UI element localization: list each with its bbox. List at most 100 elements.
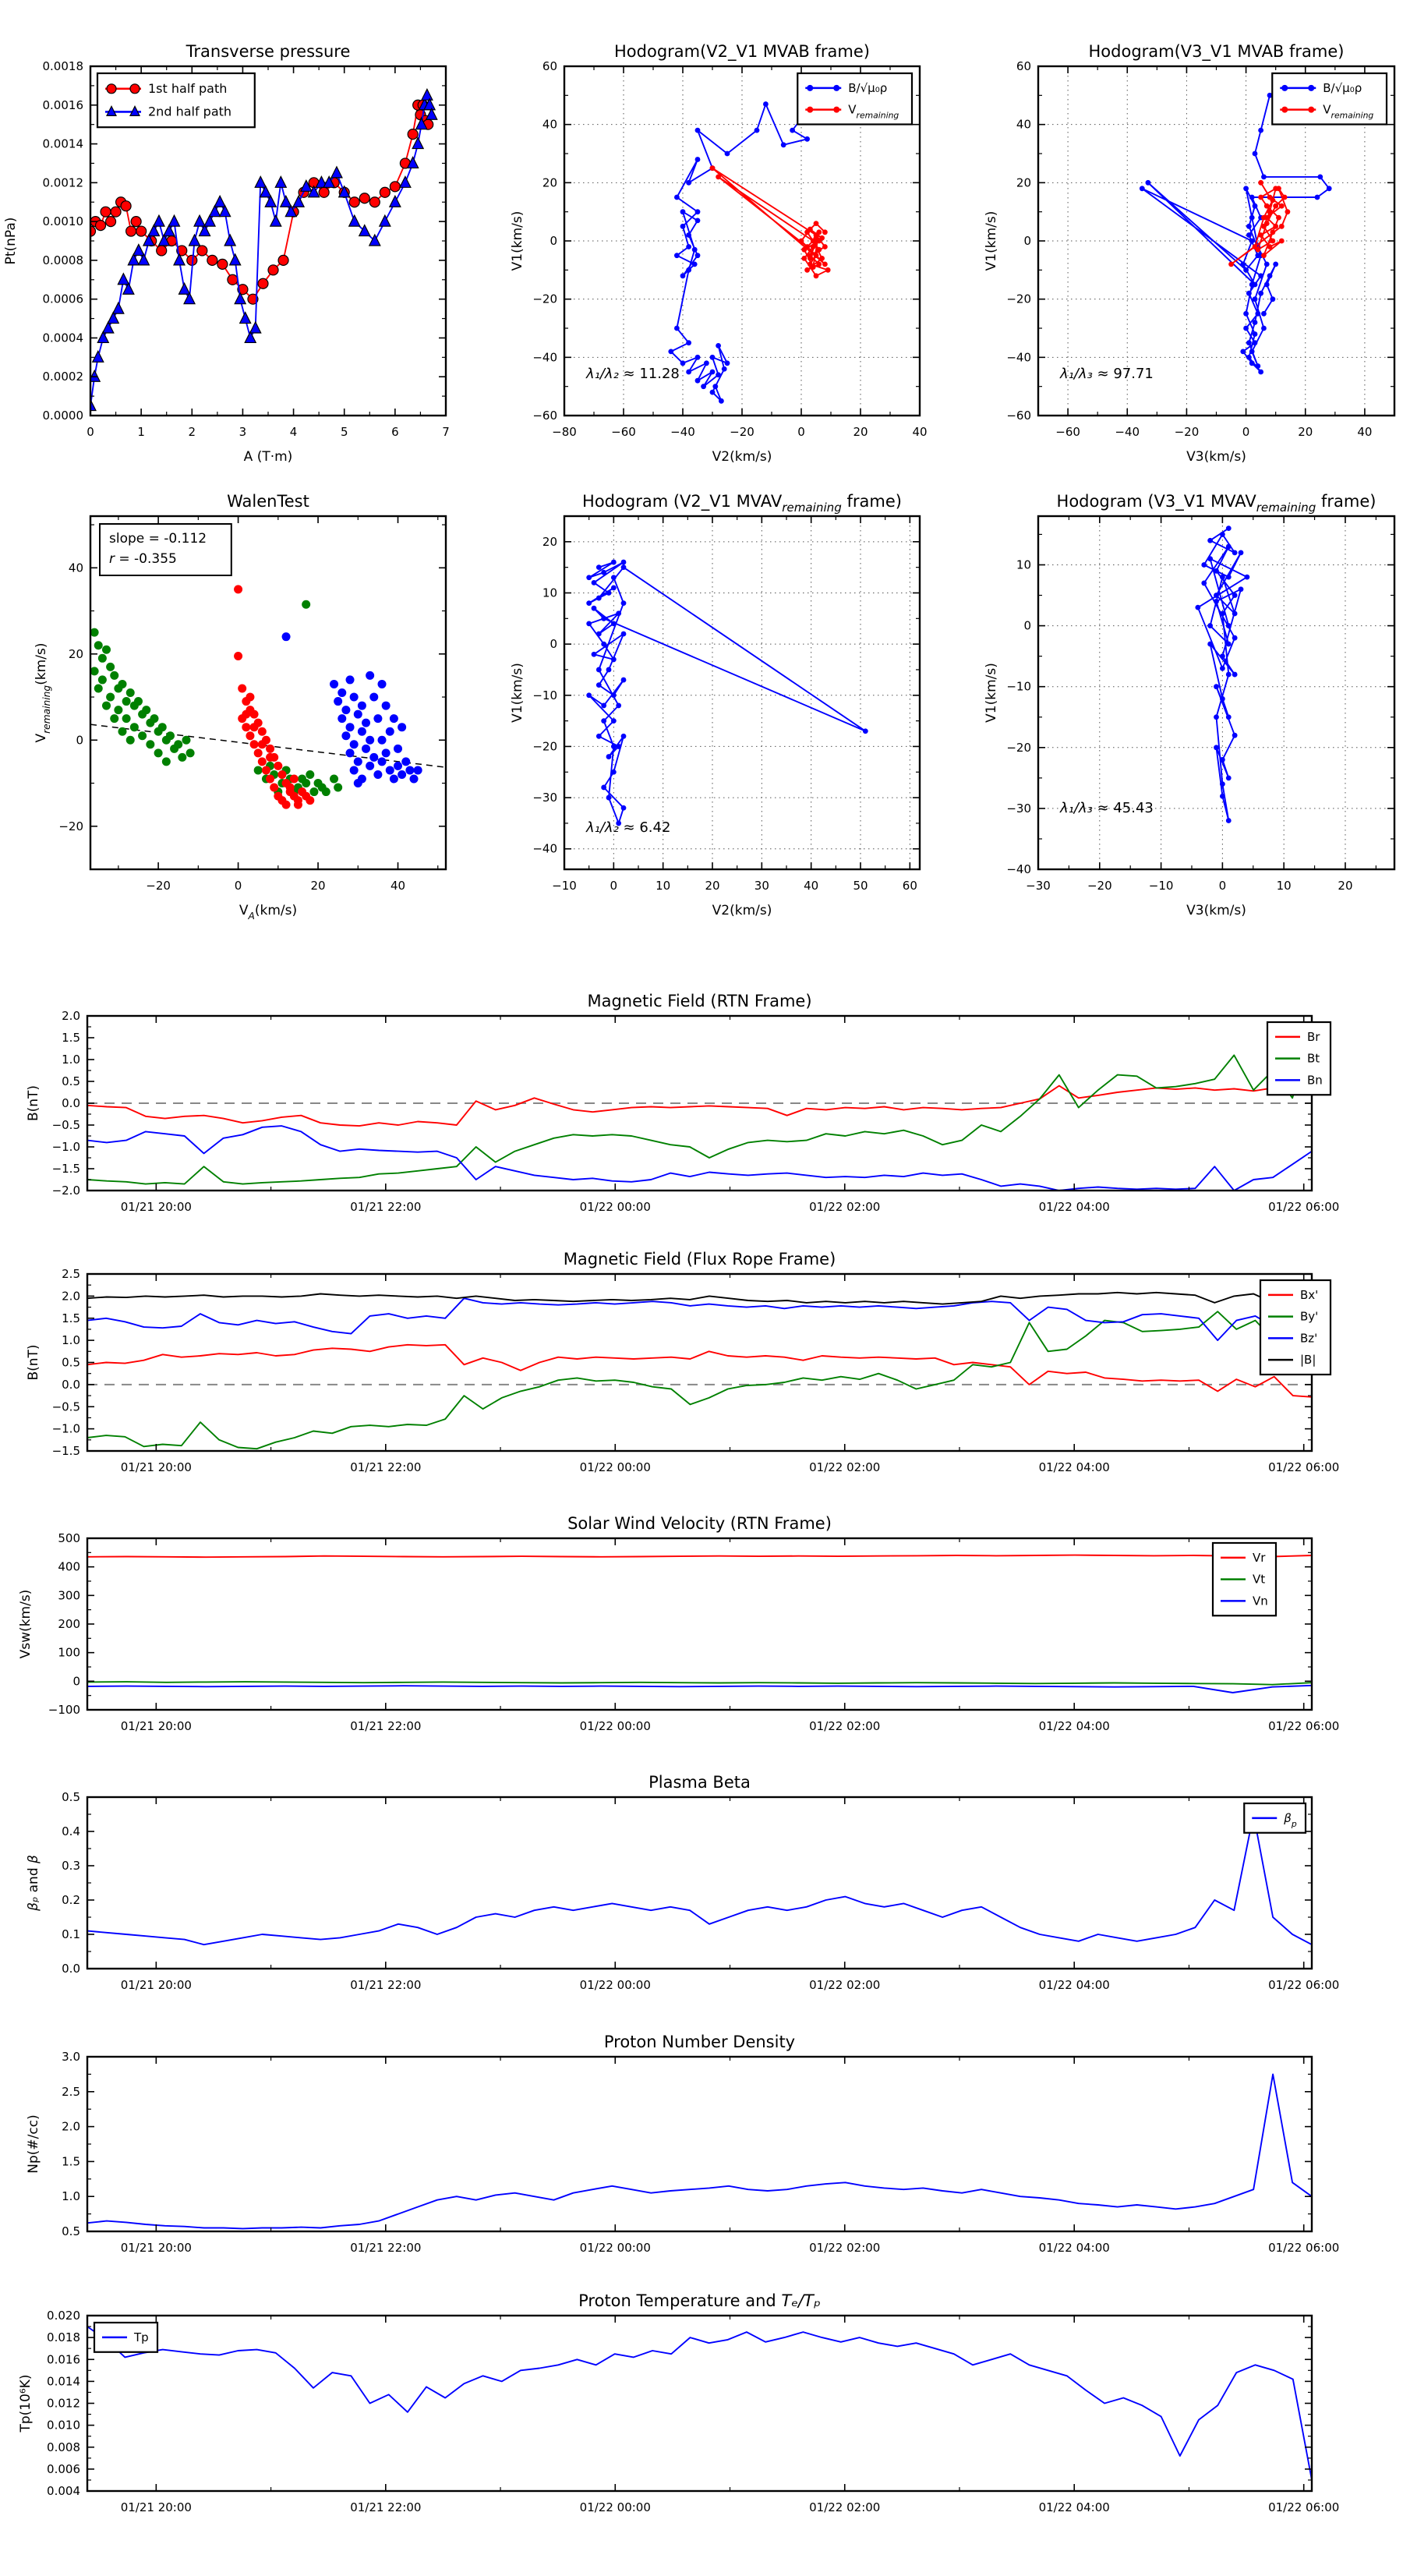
legend: βp bbox=[1243, 1802, 1307, 1834]
panel-title: Hodogram (V2_V1 MVAVremaining frame) bbox=[582, 492, 902, 515]
legend: Br Bt Bn bbox=[1266, 1021, 1332, 1096]
x-tick-label: −10 bbox=[1149, 879, 1174, 893]
y-tick-label: −20 bbox=[58, 819, 83, 833]
y-tick-label: 0.5 bbox=[62, 1074, 80, 1088]
x-tick-label: 01/22 02:00 bbox=[809, 2241, 880, 2255]
legend-label: Bt bbox=[1307, 1052, 1320, 1066]
panel-b-fluxrope: 01/21 20:00 01/21 22:00 01/22 00:00 01/22 0… bbox=[26, 1250, 1339, 1474]
y-tick-label: 10 bbox=[542, 586, 557, 600]
panel-title: Proton Number Density bbox=[604, 2033, 795, 2051]
legend-label: B/√μ₀ρ bbox=[1323, 81, 1362, 95]
panel-proton-temperature: 01/21 20:00 01/21 22:00 01/22 00:00 01/22 0… bbox=[18, 2291, 1339, 2514]
y-tick-label: 0.0014 bbox=[43, 137, 84, 151]
y-tick-label: −10 bbox=[532, 688, 557, 702]
series-|B| bbox=[87, 1291, 1312, 1305]
panel-title: Hodogram(V2_V1 MVAB frame) bbox=[614, 42, 870, 62]
series-beta_p bbox=[87, 1813, 1312, 1946]
x-tick-label: 01/21 20:00 bbox=[121, 1978, 192, 1992]
y-tick-label: 0.006 bbox=[47, 2462, 80, 2476]
legend-label: Vremaining bbox=[848, 103, 899, 121]
y-tick-label: −10 bbox=[1006, 680, 1031, 694]
legend-label: Vr bbox=[1253, 1551, 1266, 1565]
x-tick-label: 01/21 20:00 bbox=[121, 1200, 192, 1214]
x-tick-label: 50 bbox=[853, 879, 868, 893]
x-tick-label: 01/22 04:00 bbox=[1039, 2500, 1110, 2514]
x-tick-label: 01/22 02:00 bbox=[809, 1460, 880, 1474]
x-tick-label: 20 bbox=[1338, 879, 1352, 893]
legend-label: 1st half path bbox=[148, 81, 227, 96]
x-tick-label: 01/22 06:00 bbox=[1268, 1978, 1339, 1992]
markers-2nd half path bbox=[90, 87, 438, 412]
x-tick-label: 4 bbox=[290, 425, 298, 439]
y-tick-label: −30 bbox=[1006, 801, 1031, 816]
y-tick-label: 1.0 bbox=[62, 2189, 80, 2203]
x-tick-label: 01/22 04:00 bbox=[1039, 1200, 1110, 1214]
markers-B/sqrt(mu0 rho) bbox=[1139, 92, 1332, 375]
x-tick-label: 01/22 04:00 bbox=[1039, 1978, 1110, 1992]
x-tick-label: 60 bbox=[903, 879, 917, 893]
markers-V remaining bbox=[709, 165, 831, 279]
y-tick-label: 0.5 bbox=[62, 1356, 80, 1370]
y-tick-label: 1.0 bbox=[62, 1333, 80, 1347]
x-tick-label: 6 bbox=[391, 425, 399, 439]
x-tick-label: 5 bbox=[341, 425, 348, 439]
x-tick-label: 1 bbox=[137, 425, 145, 439]
y-tick-label: 0.012 bbox=[47, 2397, 80, 2411]
y-tick-label: 60 bbox=[1016, 59, 1031, 73]
x-axis-label: A (T·m) bbox=[244, 449, 293, 465]
panel-title: Magnetic Field (RTN Frame) bbox=[587, 992, 811, 1010]
x-tick-label: 01/22 04:00 bbox=[1039, 1719, 1110, 1733]
y-tick-label: 0.5 bbox=[62, 2224, 80, 2238]
panel-proton-density: 01/21 20:00 01/21 22:00 01/22 00:00 01/22 0… bbox=[26, 2033, 1339, 2255]
y-tick-label: 0 bbox=[550, 234, 557, 248]
series-V remaining hodogram bbox=[1196, 527, 1248, 822]
legend: B/√μ₀ρ Vremaining bbox=[1271, 72, 1388, 126]
y-axis-label: Tp(10⁶K) bbox=[18, 2374, 34, 2433]
x-tick-label: −20 bbox=[1175, 425, 1200, 439]
y-axis-label: Np(#/cc) bbox=[26, 2114, 41, 2173]
y-tick-label: 100 bbox=[58, 1646, 80, 1660]
x-tick-label: 01/21 22:00 bbox=[350, 1978, 421, 1992]
stats-text: slope = -0.112 bbox=[109, 531, 207, 547]
y-tick-label: 0 bbox=[1023, 619, 1031, 633]
y-tick-label: 10 bbox=[1016, 557, 1031, 571]
y-tick-label: −1.0 bbox=[52, 1140, 80, 1154]
annotation: λ₁/λ₃ ≈ 45.43 bbox=[1059, 800, 1154, 816]
y-axis-label: B(nT) bbox=[26, 1344, 41, 1380]
x-tick-label: 01/22 06:00 bbox=[1268, 2500, 1339, 2514]
y-tick-label: −60 bbox=[1006, 409, 1031, 423]
panel-hodogram-v3v1-mvab: −60 −40 −20 0 20 40 −60 −40 −20 0 20 40 60 Hodogram(V… bbox=[984, 42, 1396, 465]
y-tick-label: 60 bbox=[542, 59, 557, 73]
y-tick-label: −60 bbox=[532, 409, 557, 423]
y-tick-label: 1.5 bbox=[62, 1031, 80, 1045]
y-tick-label: 20 bbox=[542, 175, 557, 189]
series-Bt bbox=[87, 1031, 1312, 1185]
y-tick-label: 0.0 bbox=[62, 1962, 80, 1976]
y-tick-label: 0.0016 bbox=[43, 98, 84, 112]
x-tick-label: 01/21 20:00 bbox=[121, 1719, 192, 1733]
panel-plasma-beta: 01/21 20:00 01/21 22:00 01/22 00:00 01/22 0… bbox=[26, 1773, 1339, 1992]
annotation: λ₁/λ₂ ≈ 6.42 bbox=[585, 819, 670, 836]
x-tick-label: 01/22 02:00 bbox=[809, 1978, 880, 1992]
panel-title: WalenTest bbox=[227, 492, 309, 511]
x-tick-label: 01/22 02:00 bbox=[809, 1200, 880, 1214]
panel-title: Magnetic Field (Flux Rope Frame) bbox=[564, 1250, 836, 1269]
series-Br bbox=[87, 1082, 1312, 1127]
x-tick-label: 3 bbox=[239, 425, 247, 439]
y-tick-label: 0.010 bbox=[47, 2419, 80, 2433]
y-tick-label: 0.008 bbox=[47, 2440, 80, 2454]
x-tick-label: 0 bbox=[1242, 425, 1250, 439]
y-tick-label: −40 bbox=[532, 350, 557, 364]
panel-hodogram-v2v1-mvav: −10 0 10 20 30 40 50 60 −40 −30 −20 −10 0 10 20 Hodogra… bbox=[510, 492, 921, 918]
y-tick-label: 0.0004 bbox=[43, 331, 84, 345]
x-tick-label: 20 bbox=[310, 879, 325, 893]
panel-title: Proton Temperature and Tₑ/Tₚ bbox=[578, 2291, 821, 2310]
y-axis-label: V1(km/s) bbox=[510, 211, 525, 271]
y-tick-label: 1.5 bbox=[62, 1311, 80, 1325]
markers-V remaining hodogram bbox=[586, 559, 868, 826]
x-tick-label: 01/22 00:00 bbox=[580, 1460, 651, 1474]
x-tick-label: −10 bbox=[552, 879, 577, 893]
x-tick-label: 01/22 00:00 bbox=[580, 2500, 651, 2514]
legend-label: Bx' bbox=[1300, 1288, 1318, 1302]
x-tick-label: −60 bbox=[611, 425, 636, 439]
